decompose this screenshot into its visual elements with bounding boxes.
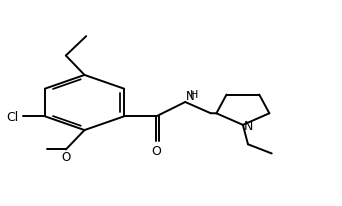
- Text: N: N: [244, 119, 254, 132]
- Text: Cl: Cl: [6, 110, 19, 123]
- Text: O: O: [61, 151, 70, 164]
- Text: N: N: [186, 89, 195, 102]
- Text: O: O: [152, 144, 161, 157]
- Text: H: H: [190, 90, 198, 100]
